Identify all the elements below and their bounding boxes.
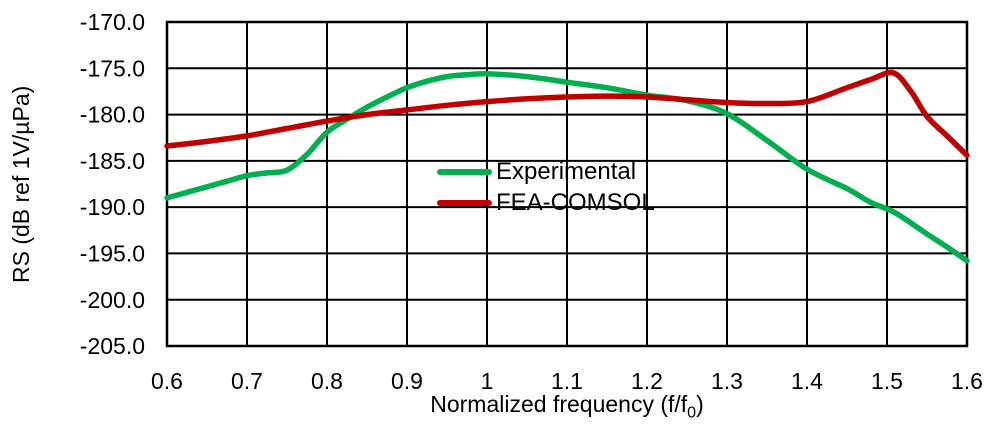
x-tick-label: 0.6 <box>151 368 183 394</box>
x-tick-label: 1.3 <box>711 368 743 394</box>
x-tick-label: 1.5 <box>871 368 903 394</box>
legend: Experimental FEA-COMSOL <box>437 156 655 218</box>
y-tick-label: -185.0 <box>80 148 145 174</box>
x-axis-title-subscript: 0 <box>687 404 697 422</box>
x-tick-label: 1.1 <box>551 368 583 394</box>
x-tick-label: 0.9 <box>391 368 423 394</box>
legend-item-fea-comsol: FEA-COMSOL <box>437 187 655 218</box>
x-tick-labels: 0.6 0.7 0.8 0.9 1 1.1 1.2 1.3 1.4 1.5 1.6 <box>151 368 983 394</box>
experimental-line <box>164 70 970 264</box>
legend-label-experimental: Experimental <box>496 157 637 185</box>
x-tick-label: 1 <box>481 368 494 394</box>
gridlines <box>166 21 968 347</box>
x-axis-title: Normalized frequency (f/f0) <box>167 391 967 423</box>
legend-label-fea-comsol: FEA-COMSOL <box>496 188 655 216</box>
legend-item-experimental: Experimental <box>437 156 655 187</box>
y-tick-label: -190.0 <box>80 194 145 220</box>
plot-border <box>165 20 969 348</box>
y-tick-labels: -170.0 -175.0 -180.0 -185.0 -190.0 -195.0 -200… <box>80 9 145 359</box>
x-tick-label: 0.7 <box>231 368 263 394</box>
y-tick-label: -205.0 <box>80 333 145 359</box>
y-axis-title: RS (dB ref 1V/µPa) <box>8 85 34 283</box>
x-tick-label: 0.8 <box>311 368 343 394</box>
y-tick-label: -195.0 <box>80 240 145 266</box>
y-tick-label: -170.0 <box>80 9 145 35</box>
x-axis-title-suffix: ) <box>696 391 704 417</box>
experimental-line-swatch <box>437 168 492 175</box>
x-tick-label: 1.2 <box>631 368 663 394</box>
y-tick-label: -175.0 <box>80 55 145 81</box>
y-tick-label: -180.0 <box>80 102 145 128</box>
fea-comsol-line-swatch <box>437 199 492 206</box>
x-axis-title-text: Normalized frequency (f/f <box>430 391 688 417</box>
x-tick-label: 1.6 <box>951 368 983 394</box>
fea-comsol-line <box>164 69 970 159</box>
y-tick-label: -200.0 <box>80 287 145 313</box>
x-tick-label: 1.4 <box>791 368 823 394</box>
